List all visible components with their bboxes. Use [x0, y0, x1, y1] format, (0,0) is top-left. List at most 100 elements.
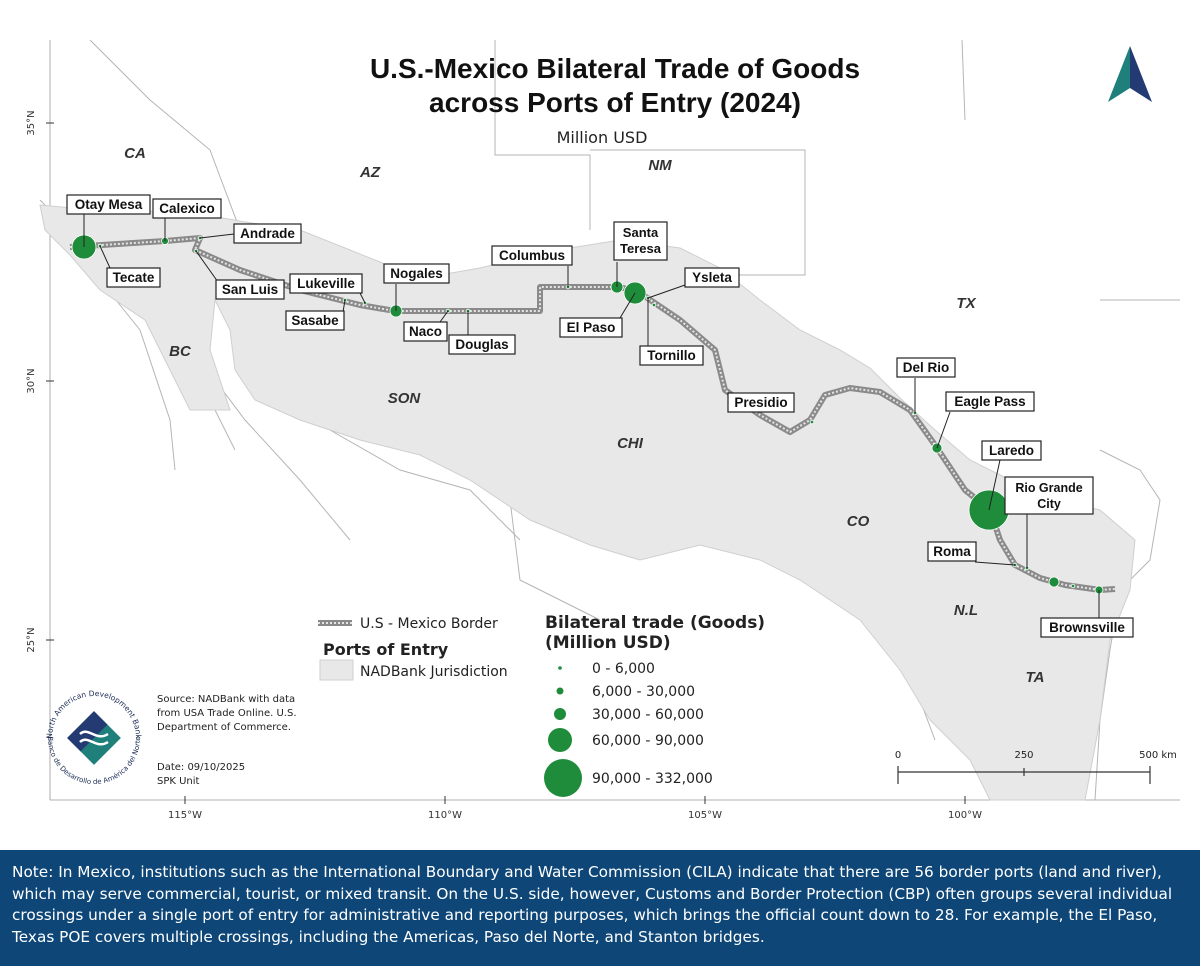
port-label-tecate[interactable]: Tecate	[106, 267, 161, 288]
svg-text:Columbus: Columbus	[499, 248, 565, 263]
port-label-ysleta[interactable]: Ysleta	[684, 267, 740, 288]
port-label-presidio[interactable]: Presidio	[727, 392, 795, 413]
state-label-son: SON	[388, 390, 422, 407]
scale-bar: 0 250 500 km	[895, 750, 1177, 784]
port-label-rio-grande-city[interactable]: Rio Grande City	[1004, 476, 1094, 515]
map-title-line1: U.S.-Mexico Bilateral Trade of Goods	[370, 53, 860, 84]
svg-text:Eagle Pass: Eagle Pass	[954, 394, 1025, 409]
legend-size-label-2: 6,000 - 30,000	[592, 684, 695, 700]
port-label-nogales[interactable]: Nogales	[383, 263, 450, 284]
port-circle-tornillo[interactable]	[651, 302, 657, 308]
note-text: Note: In Mexico, institutions such as th…	[12, 863, 1173, 946]
source-unit: SPK Unit	[157, 776, 200, 787]
leader-lines	[83, 214, 1100, 620]
legend-jurisdiction-swatch	[319, 659, 354, 681]
svg-text:Sasabe: Sasabe	[291, 313, 339, 328]
port-label-douglas[interactable]: Douglas	[448, 334, 516, 355]
port-label-sasabe[interactable]: Sasabe	[285, 310, 345, 331]
lat-label-25: 25°N	[26, 627, 37, 652]
legend-border-label: U.S - Mexico Border	[360, 616, 498, 632]
legend-size-circle-2	[556, 687, 564, 695]
legend-size-circle-3	[554, 708, 566, 720]
latitude-ticks: 35°N 30°N 25°N	[26, 110, 54, 653]
legend-jurisdiction-label: NADBank Jurisdiction	[360, 664, 508, 680]
legend-size: Bilateral trade (Goods) (Million USD) 0 …	[544, 613, 765, 797]
leader-andrade	[199, 233, 235, 239]
svg-text:Del Rio: Del Rio	[903, 360, 950, 375]
state-label-az: AZ	[359, 164, 381, 181]
leader-san-luis	[195, 250, 219, 283]
state-label-chi: CHI	[617, 435, 644, 452]
leader-eagle-pass	[936, 411, 951, 449]
svg-text:Nogales: Nogales	[390, 266, 443, 281]
scale-label-250: 250	[1014, 750, 1033, 761]
svg-text:Douglas: Douglas	[455, 337, 508, 352]
state-label-ca: CA	[124, 145, 146, 162]
port-label-roma[interactable]: Roma	[927, 541, 977, 562]
az-nm-boundary	[494, 40, 591, 230]
source-line-1: Source: NADBank with data	[157, 694, 295, 705]
legend-size-label-1: 0 - 6,000	[592, 661, 655, 677]
port-label-laredo[interactable]: Laredo	[981, 440, 1042, 461]
logo-wave-2	[79, 738, 109, 746]
leader-lukeville	[359, 292, 366, 304]
svg-text:Brownsville: Brownsville	[1049, 620, 1125, 635]
port-label-calexico[interactable]: Calexico	[152, 198, 222, 219]
port-circle-progreso[interactable]	[1070, 583, 1076, 589]
port-label-eagle-pass[interactable]: Eagle Pass	[945, 391, 1035, 412]
border-line-inner	[69, 236, 1116, 592]
state-label-nl: N.L	[954, 602, 978, 619]
leader-naco	[439, 310, 449, 323]
scale-label-500: 500 km	[1139, 750, 1177, 761]
svg-text:Ysleta: Ysleta	[692, 270, 732, 285]
lat-label-30: 30°N	[26, 368, 37, 393]
leader-el-paso	[619, 292, 636, 319]
svg-text:Tornillo: Tornillo	[647, 348, 696, 363]
legend-size-label-3: 30,000 - 60,000	[592, 707, 704, 723]
port-label-el-paso[interactable]: El Paso	[559, 317, 623, 338]
port-label-tornillo[interactable]: Tornillo	[639, 345, 704, 366]
port-label-andrade[interactable]: Andrade	[233, 223, 302, 244]
port-label-santa-teresa[interactable]: Santa Teresa	[613, 221, 668, 261]
leader-ysleta	[647, 284, 686, 299]
svg-text:Laredo: Laredo	[989, 443, 1034, 458]
source-date: Date: 09/10/2025	[157, 762, 245, 773]
tx-ok-boundary	[961, 39, 966, 121]
port-label-naco[interactable]: Naco	[403, 321, 448, 342]
legend-left: U.S - Mexico Border Ports of Entry NADBa…	[318, 616, 508, 681]
port-label-brownsville[interactable]: Brownsville	[1040, 617, 1134, 638]
svg-text:Otay Mesa: Otay Mesa	[75, 197, 143, 212]
legend-size-heading-2: (Million USD)	[545, 633, 671, 653]
state-label-nm: NM	[648, 157, 672, 174]
scale-label-0: 0	[895, 750, 901, 761]
legend-ports-heading: Ports of Entry	[323, 640, 449, 659]
state-label-bc: BC	[169, 343, 192, 360]
map-canvas: CA AZ NM TX BC SON CHI CO N.L TA	[26, 39, 1180, 821]
svg-text:Presidio: Presidio	[734, 395, 787, 410]
logo-wave-1	[79, 730, 109, 738]
lat-label-35: 35°N	[26, 110, 37, 135]
port-label-lukeville[interactable]: Lukeville	[289, 273, 363, 294]
leader-laredo	[988, 459, 1001, 511]
port-circle-presidio[interactable]	[809, 419, 815, 425]
lon-label-105: 105°W	[688, 810, 722, 821]
source-line-2: from USA Trade Online. U.S.	[157, 708, 297, 719]
legend-size-label-5: 90,000 - 332,000	[592, 771, 713, 787]
port-label-san-luis[interactable]: San Luis	[215, 279, 285, 300]
port-label-otay-mesa[interactable]: Otay Mesa	[66, 194, 151, 215]
port-label-del-rio[interactable]: Del Rio	[896, 357, 956, 378]
leader-sasabe	[342, 299, 346, 313]
us-mexico-border	[69, 235, 1116, 593]
note-box: Note: In Mexico, institutions such as th…	[0, 850, 1200, 966]
state-label-co: CO	[847, 513, 870, 530]
svg-text:El Paso: El Paso	[567, 320, 616, 335]
longitude-ticks: 115°W 110°W 105°W 100°W	[168, 796, 982, 821]
svg-text:San Luis: San Luis	[222, 282, 278, 297]
port-circle-pharr[interactable]	[1048, 576, 1060, 588]
lon-label-110: 110°W	[428, 810, 462, 821]
port-label-columbus[interactable]: Columbus	[491, 245, 573, 266]
svg-text:Andrade: Andrade	[240, 226, 295, 241]
map-frame: CA AZ NM TX BC SON CHI CO N.L TA	[26, 39, 1180, 821]
